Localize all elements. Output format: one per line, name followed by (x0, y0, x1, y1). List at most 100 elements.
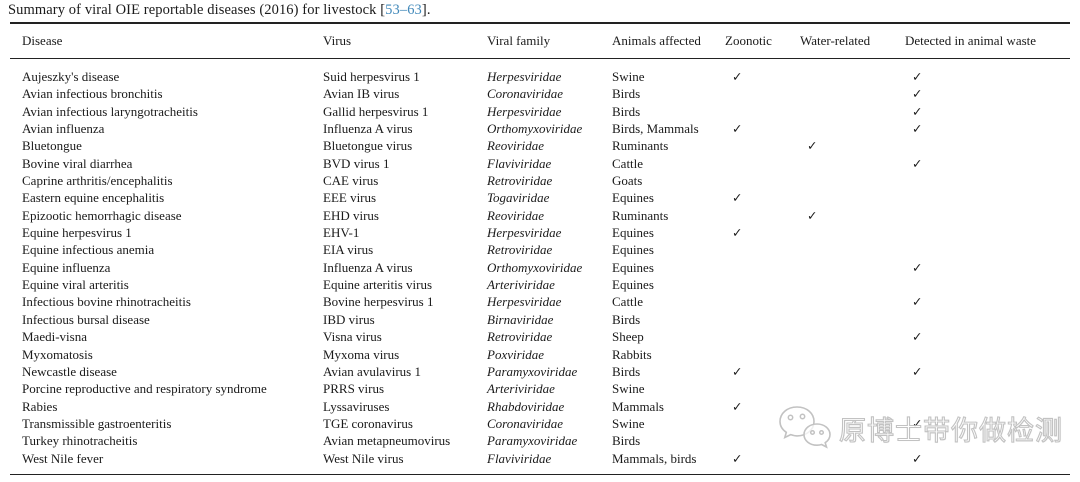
waste-check-cell (893, 189, 1070, 206)
animals-cell: Cattle (612, 155, 644, 171)
disease-cell: Equine infectious anemia (22, 242, 155, 258)
family-cell: Orthomyxoviridae (487, 259, 583, 275)
zoonotic-check-cell: ✓ (732, 121, 743, 137)
family-cell: Orthomyxoviridae (487, 121, 583, 137)
virus-cell: Bovine herpesvirus 1 (323, 294, 434, 310)
table-row: Turkey rhinotracheitis Avian metapneumovi… (10, 432, 1070, 449)
zoonotic-check-cell (713, 103, 788, 120)
family-cell: Arteriviridae (487, 381, 555, 397)
animals-cell: Rabbits (612, 346, 652, 362)
water-check-cell: ✓ (807, 138, 818, 154)
table-header: Disease Virus Viral family Animals affec… (10, 23, 1070, 59)
animals-cell: Birds (612, 433, 641, 449)
zoonotic-check-cell: ✓ (732, 398, 743, 414)
water-check-cell (788, 380, 893, 397)
animals-cell: Mammals, birds (612, 450, 697, 466)
waste-check-cell (893, 241, 1070, 258)
water-check-cell (788, 189, 893, 206)
col-header-virus: Virus (311, 23, 475, 59)
virus-cell: BVD virus 1 (323, 155, 390, 171)
table-row: Bovine viral diarrhea BVD virus 1 Flavivir… (10, 155, 1070, 172)
waste-check-cell: ✓ (912, 294, 923, 310)
waste-check-cell: ✓ (912, 121, 923, 137)
water-check-cell (788, 85, 893, 102)
virus-cell: Bluetongue virus (323, 138, 413, 154)
family-cell: Herpesviridae (487, 103, 562, 119)
waste-check-cell: ✓ (912, 155, 923, 171)
disease-cell: Myxomatosis (22, 346, 93, 362)
waste-check-cell (893, 224, 1070, 241)
animals-cell: Mammals (612, 398, 664, 414)
family-cell: Flaviviridae (487, 155, 552, 171)
family-cell: Flaviviridae (487, 450, 552, 466)
family-cell: Herpesviridae (487, 225, 562, 241)
table-body: Aujeszky's disease Suid herpesvirus 1 Herp… (10, 59, 1070, 475)
virus-cell: Lyssaviruses (323, 398, 390, 414)
water-check-cell (788, 346, 893, 363)
water-check-cell (788, 241, 893, 258)
waste-check-cell (893, 432, 1070, 449)
zoonotic-check-cell: ✓ (732, 190, 743, 206)
water-check-cell (788, 172, 893, 189)
disease-cell: Bluetongue (22, 138, 82, 154)
waste-check-cell: ✓ (912, 103, 923, 119)
col-header-disease: Disease (10, 23, 311, 59)
family-cell: Reoviridae (487, 207, 545, 223)
virus-cell: Suid herpesvirus 1 (323, 69, 420, 84)
table-row: Equine viral arteritis Equine arteritis v… (10, 276, 1070, 293)
table-row: Myxomatosis Myxoma virus Poxviridae Rabbits (10, 346, 1070, 363)
zoonotic-check-cell (713, 346, 788, 363)
virus-cell: CAE virus (323, 173, 379, 189)
animals-cell: Equines (612, 225, 654, 241)
waste-check-cell: ✓ (912, 329, 923, 345)
animals-cell: Goats (612, 173, 643, 189)
table-row: Caprine arthritis/encephalitis CAE virus R… (10, 172, 1070, 189)
table-row: Equine herpesvirus 1 EHV-1 Herpesviridae Eq… (10, 224, 1070, 241)
col-header-detected-in-animal-waste: Detected in animal waste (893, 23, 1070, 59)
table-row: Rabies Lyssaviruses Rhabdoviridae Mammals ✓ (10, 398, 1070, 415)
family-cell: Birnaviridae (487, 311, 554, 327)
water-check-cell (788, 293, 893, 310)
zoonotic-check-cell (713, 155, 788, 172)
family-cell: Arteriviridae (487, 277, 555, 293)
waste-check-cell: ✓ (912, 86, 923, 102)
disease-cell: Avian infectious laryngotracheitis (22, 103, 198, 119)
water-check-cell (788, 328, 893, 345)
zoonotic-check-cell (713, 137, 788, 154)
water-check-cell (788, 432, 893, 449)
water-check-cell (788, 363, 893, 380)
family-cell: Togaviridae (487, 190, 550, 206)
table-row: Maedi-visna Visna virus Retroviridae Sheep ✓ (10, 328, 1070, 345)
water-check-cell (788, 311, 893, 328)
disease-cell: Equine influenza (22, 259, 111, 275)
virus-cell: EIA virus (323, 242, 374, 258)
virus-cell: EHV-1 (323, 225, 360, 241)
animals-cell: Birds (612, 103, 641, 119)
animals-cell: Birds (612, 363, 641, 379)
disease-cell: West Nile fever (22, 450, 104, 466)
animals-cell: Ruminants (612, 207, 669, 223)
family-cell: Coronaviridae (487, 415, 564, 431)
zoonotic-check-cell (713, 207, 788, 224)
virus-cell: Influenza A virus (323, 259, 413, 275)
virus-cell: West Nile virus (323, 450, 404, 466)
water-check-cell (788, 224, 893, 241)
virus-cell: EEE virus (323, 190, 377, 206)
table-row: Newcastle disease Avian avulavirus 1 Param… (10, 363, 1070, 380)
zoonotic-check-cell (713, 415, 788, 432)
disease-cell: Avian influenza (22, 121, 105, 137)
water-check-cell (788, 450, 893, 475)
waste-check-cell (893, 137, 1070, 154)
waste-check-cell (893, 311, 1070, 328)
zoonotic-check-cell (713, 328, 788, 345)
disease-cell: Equine herpesvirus 1 (22, 225, 132, 241)
virus-cell: Gallid herpesvirus 1 (323, 103, 429, 119)
table-row: Avian infectious laryngotracheitis Gallid… (10, 103, 1070, 120)
citation-link[interactable]: 53–63 (385, 2, 422, 18)
disease-cell: Aujeszky's disease (22, 69, 120, 84)
table-row: Infectious bursal disease IBD virus Birnav… (10, 311, 1070, 328)
waste-check-cell: ✓ (912, 450, 923, 466)
animals-cell: Swine (612, 415, 645, 431)
zoonotic-check-cell (713, 259, 788, 276)
